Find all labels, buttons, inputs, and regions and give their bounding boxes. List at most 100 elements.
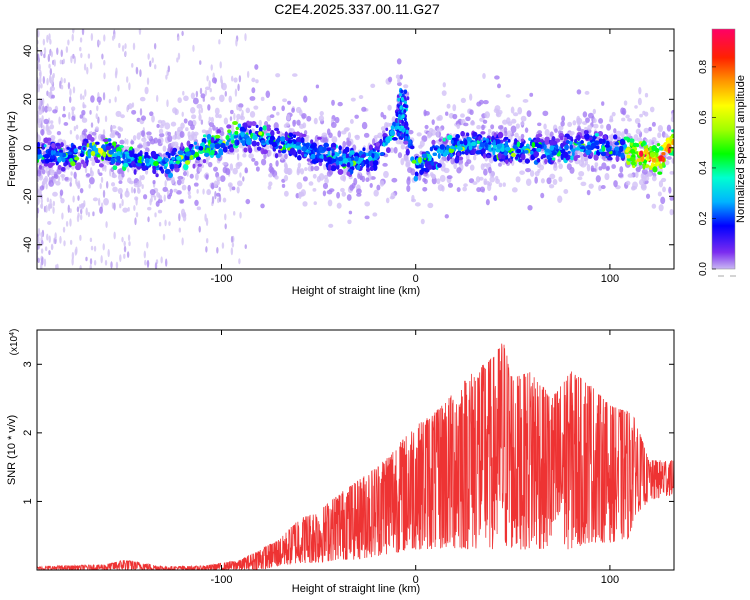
spectrogram-cell bbox=[494, 75, 500, 80]
spectrogram-cell bbox=[108, 142, 112, 146]
spectrogram-cell bbox=[623, 143, 627, 149]
spectrogram-cell bbox=[341, 191, 347, 197]
spectrogram-cell bbox=[520, 153, 526, 161]
spectrogram-cell bbox=[222, 161, 228, 166]
spectrogram-cell bbox=[214, 143, 221, 150]
spectrogram-cell bbox=[83, 63, 87, 71]
spectrogram-cell bbox=[37, 154, 41, 159]
spectrogram-cell bbox=[178, 227, 182, 233]
spectrogram-cell bbox=[90, 122, 94, 128]
spectrogram-cell bbox=[180, 142, 184, 149]
spectrogram-cell bbox=[69, 208, 72, 214]
spectrogram-cell bbox=[105, 221, 108, 228]
spectrogram-x-label: Height of straight line (km) bbox=[292, 285, 420, 297]
spectrogram-cell bbox=[296, 119, 301, 126]
spectrogram-cell bbox=[278, 149, 282, 154]
spectrogram-cell bbox=[276, 130, 281, 135]
spectrogram-cell bbox=[56, 130, 62, 136]
spectrogram-cell bbox=[64, 176, 69, 181]
spectrogram-cell bbox=[424, 124, 429, 130]
spectrogram-cell bbox=[57, 175, 61, 182]
spectrogram-cell bbox=[255, 79, 259, 84]
spectrogram-cell bbox=[210, 136, 215, 144]
spectrogram-cell bbox=[319, 155, 323, 159]
spectrogram-cell bbox=[646, 153, 650, 160]
spectrogram-cell bbox=[632, 164, 636, 169]
spectrogram-cell bbox=[220, 79, 224, 84]
spectrogram-cell bbox=[123, 253, 126, 259]
spectrogram-cell bbox=[445, 111, 449, 116]
spectrogram-cell bbox=[586, 189, 591, 196]
spectrogram-cell bbox=[176, 57, 179, 63]
spectrogram-cell bbox=[198, 113, 202, 122]
spectrogram-cell bbox=[85, 256, 88, 262]
spectrogram-cell bbox=[196, 156, 201, 161]
spectrogram-cell bbox=[582, 111, 588, 118]
spectrogram-cell bbox=[79, 37, 83, 43]
spectrogram-cell bbox=[644, 148, 649, 154]
spectrogram-cell bbox=[358, 95, 364, 100]
spectrogram-cell bbox=[323, 157, 328, 161]
spectrogram-cell bbox=[651, 175, 657, 182]
spectrogram-cell bbox=[258, 126, 263, 133]
spectrogram-cell bbox=[287, 139, 293, 144]
spectrogram-cell bbox=[560, 120, 565, 127]
spectrogram-cell bbox=[40, 198, 43, 204]
spectrogram-cell bbox=[356, 192, 362, 197]
spectrogram-cell bbox=[103, 59, 106, 66]
spectrogram-cell bbox=[173, 188, 178, 193]
spectrogram-cell bbox=[69, 96, 72, 104]
spectrogram-cell bbox=[136, 132, 141, 140]
spectrogram-cell bbox=[237, 123, 242, 128]
spectrogram-cell bbox=[315, 84, 320, 89]
spectrogram-cell bbox=[332, 158, 337, 163]
spectrogram-cell bbox=[146, 259, 150, 267]
spectrogram-cell bbox=[465, 154, 470, 161]
spectrogram-cell bbox=[611, 111, 616, 117]
spectrogram-cell bbox=[657, 132, 662, 139]
spectrogram-cell bbox=[144, 86, 149, 95]
spectrogram-cell bbox=[592, 108, 597, 115]
spectrogram-cell bbox=[414, 202, 421, 207]
spectrogram-cell bbox=[502, 182, 506, 187]
spectrogram-cell bbox=[93, 245, 97, 252]
spectrogram-cell bbox=[465, 116, 471, 122]
spectrogram-cell bbox=[120, 114, 125, 119]
spectrogram-cell bbox=[47, 54, 51, 63]
y-tick-label: -40 bbox=[22, 237, 34, 253]
spectrogram-cell bbox=[107, 138, 112, 142]
spectrogram-cell bbox=[300, 137, 305, 144]
spectrogram-cell bbox=[40, 232, 43, 238]
spectrogram-cell bbox=[129, 152, 134, 158]
spectrogram-cell bbox=[596, 145, 600, 150]
spectrogram-cell bbox=[609, 115, 614, 122]
spectrogram-cell bbox=[42, 105, 45, 113]
spectrogram-cell bbox=[313, 117, 318, 125]
spectrogram-cell bbox=[94, 141, 100, 145]
spectrogram-cell bbox=[80, 159, 85, 165]
spectrogram-cell bbox=[231, 186, 236, 191]
spectrogram-cell bbox=[77, 151, 81, 157]
spectrogram-cell bbox=[637, 137, 643, 143]
spectrogram-cell bbox=[276, 111, 280, 116]
spectrogram-cell bbox=[95, 159, 100, 164]
spectrogram-cell bbox=[192, 163, 196, 169]
spectrogram-cell bbox=[321, 132, 328, 138]
spectrogram-cell bbox=[146, 241, 149, 249]
spectrogram-cell bbox=[134, 196, 139, 201]
spectrogram-cell bbox=[168, 221, 171, 226]
spectrogram-cell bbox=[269, 162, 273, 168]
spectrogram-cell bbox=[44, 175, 49, 183]
spectrogram-cell bbox=[612, 150, 616, 156]
spectrogram-cell bbox=[312, 173, 317, 179]
spectrogram-cell bbox=[514, 132, 519, 138]
spectrogram-cell bbox=[428, 131, 433, 137]
spectrogram-cell bbox=[494, 105, 501, 112]
spectrogram-cell bbox=[225, 135, 230, 141]
spectrogram-cell bbox=[498, 182, 503, 188]
spectrogram-cell bbox=[444, 150, 450, 155]
spectrogram-cell bbox=[327, 164, 332, 171]
spectrogram-cell bbox=[455, 134, 460, 139]
spectrogram-cell bbox=[50, 134, 56, 141]
spectrogram-cell bbox=[117, 187, 123, 195]
